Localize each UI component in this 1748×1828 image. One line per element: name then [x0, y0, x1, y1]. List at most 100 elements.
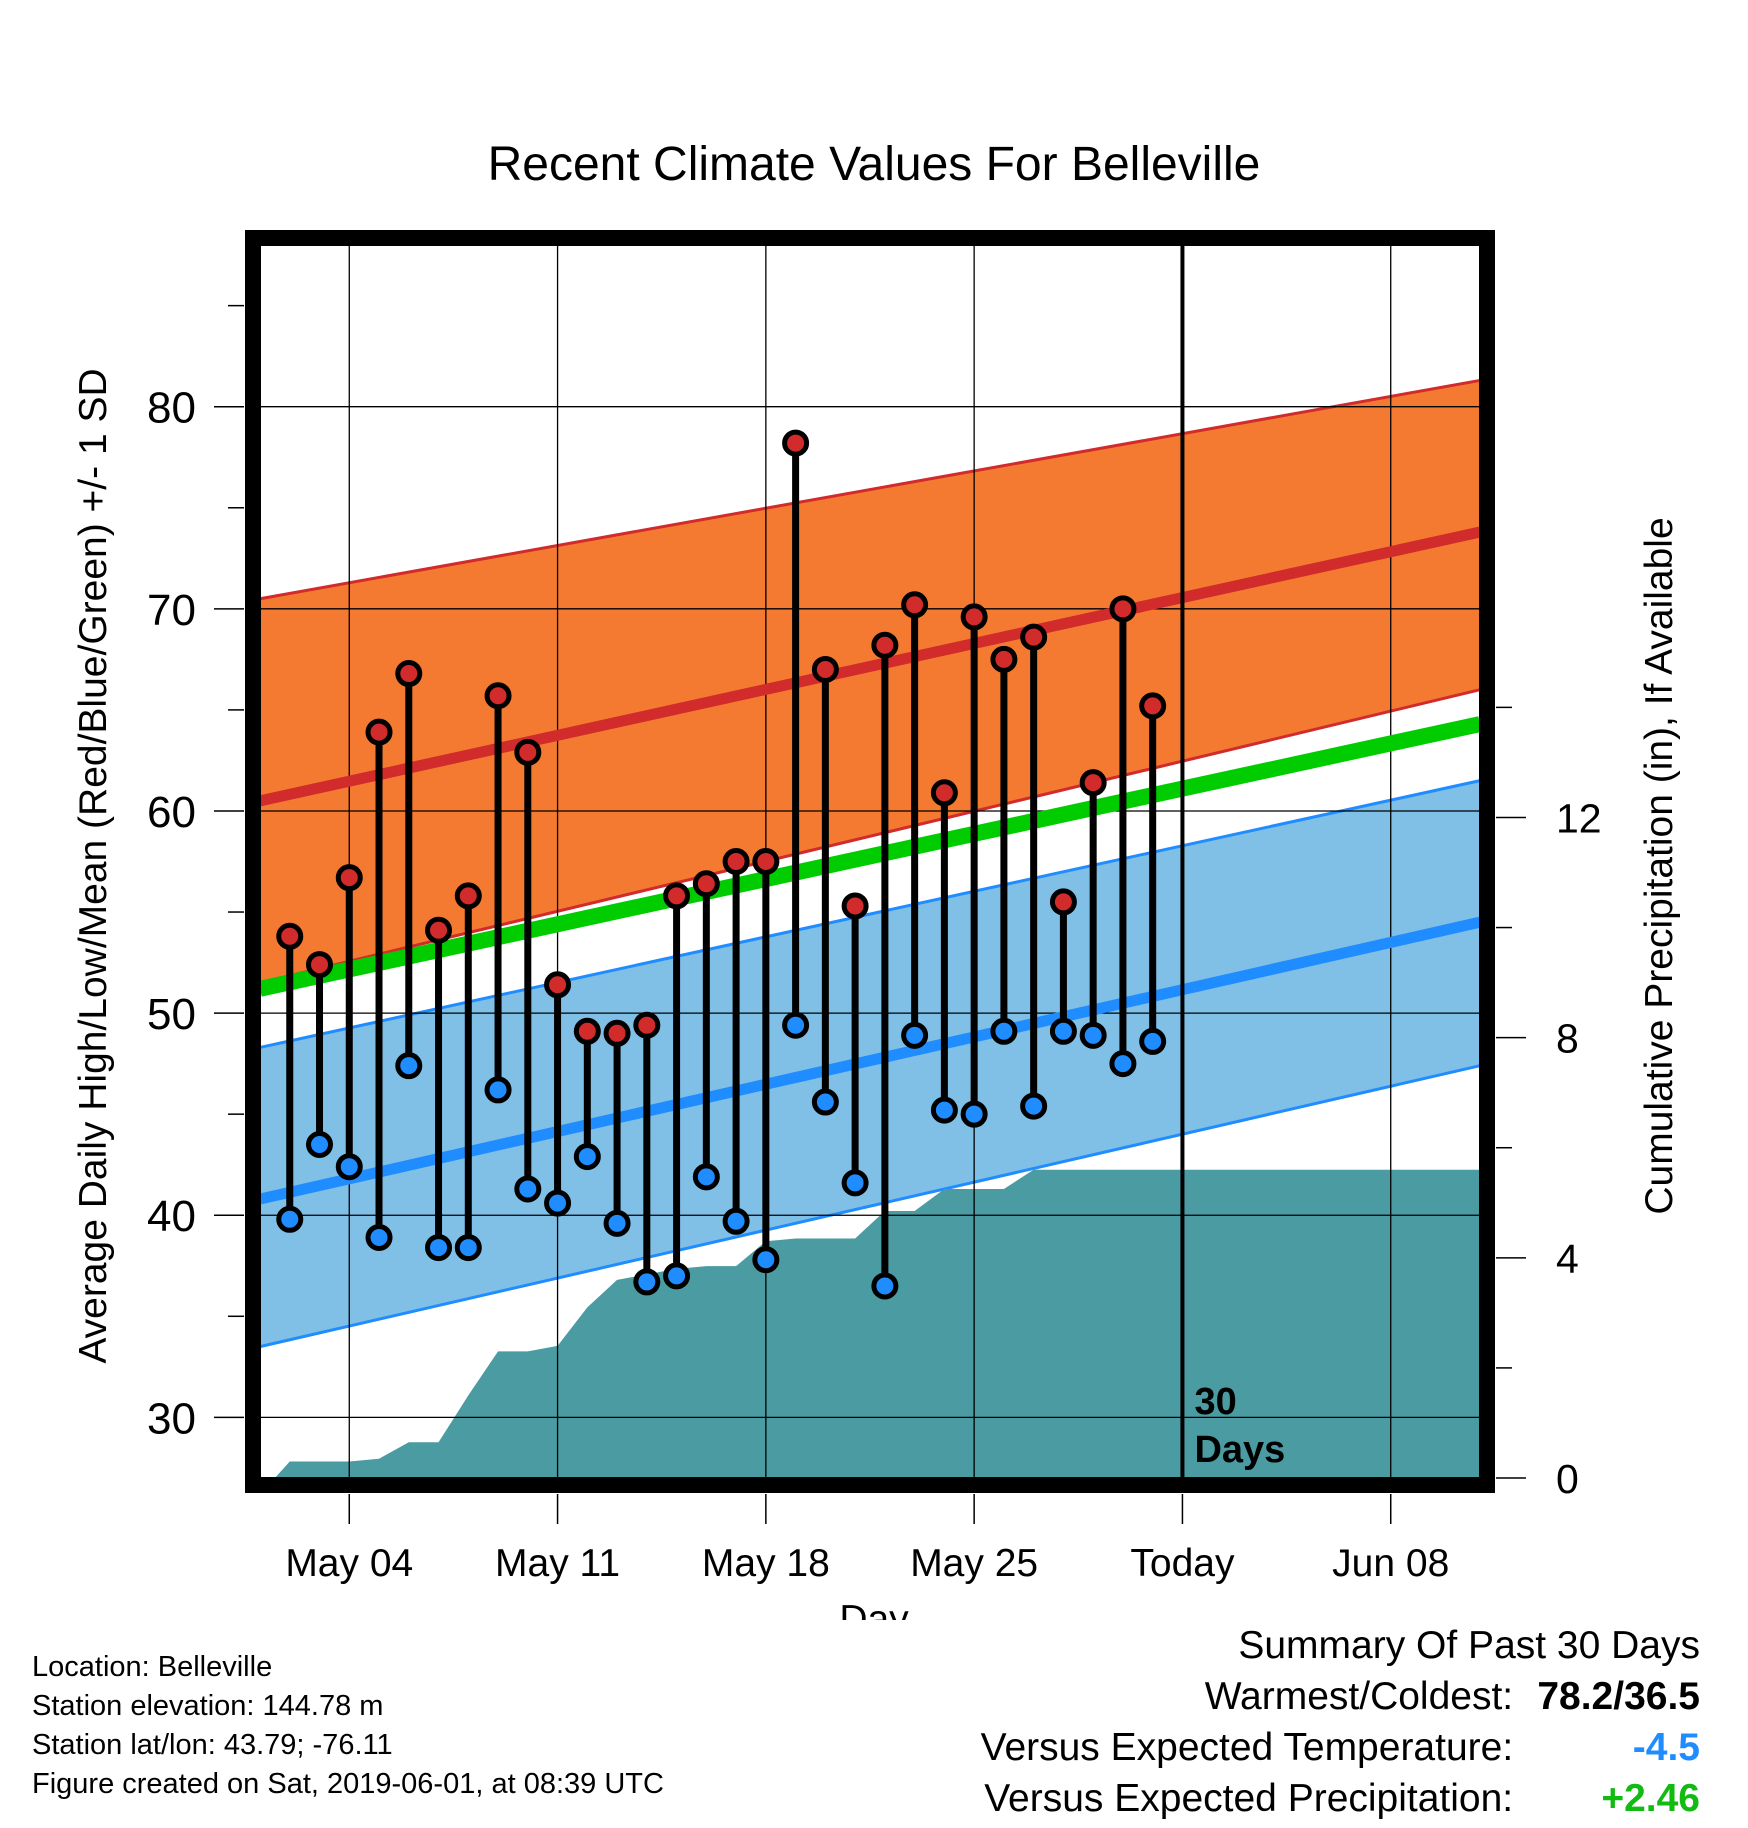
daily-low-point	[335, 1153, 363, 1181]
x-tick-label: May 04	[285, 1542, 413, 1585]
daily-low-point	[633, 1268, 661, 1296]
daily-high-point	[1109, 595, 1137, 623]
daily-high-point	[871, 631, 899, 659]
daily-high-point	[692, 870, 720, 898]
daily-low-point	[722, 1207, 750, 1235]
low-lower-line	[259, 1064, 1481, 1349]
summary-panel: Summary Of Past 30 Days Warmest/Coldest:…	[981, 1620, 1700, 1824]
daily-low-point	[365, 1223, 393, 1251]
x-tick-label: Jun 08	[1332, 1542, 1449, 1585]
y-tick-label: 80	[147, 384, 196, 433]
high-mean-line	[258, 526, 1482, 807]
chart-title: Recent Climate Values For Belleville	[488, 138, 1261, 191]
y-tick-label: 60	[147, 788, 196, 837]
daily-high-point	[306, 951, 334, 979]
x-tick-label: May 25	[910, 1542, 1038, 1585]
location-text: Location: Belleville	[32, 1651, 273, 1683]
y-tick-label: 50	[147, 990, 196, 1039]
daily-high-point	[901, 591, 929, 619]
daily-high-point	[722, 848, 750, 875]
precip-area	[274, 1169, 1480, 1478]
daily-low-point	[692, 1163, 720, 1191]
low-mean-line	[258, 916, 1482, 1205]
daily-high-point	[395, 660, 423, 688]
daily-low-point	[663, 1262, 691, 1290]
daily-low-point	[841, 1169, 869, 1197]
plot-frame	[245, 230, 1495, 1493]
daily-low-point	[1049, 1017, 1077, 1045]
daily-high-point	[782, 429, 810, 457]
daily-low-point	[871, 1272, 899, 1300]
x-tick-label: May 11	[495, 1542, 620, 1585]
daily-high-point	[1139, 692, 1167, 720]
daily-high-point	[663, 882, 691, 910]
temp-label: Versus Expected Temperature:	[980, 1726, 1514, 1769]
daily-high-point	[960, 603, 988, 631]
daily-low-point	[395, 1052, 423, 1080]
elevation-text: Station elevation: 144.78 m	[32, 1690, 384, 1722]
daily-low-point	[930, 1096, 958, 1124]
daily-high-point	[544, 971, 572, 999]
daily-low-point	[990, 1017, 1018, 1045]
daily-high-point	[990, 645, 1018, 673]
high-lower-line	[259, 688, 1481, 985]
daily-low-point	[425, 1234, 453, 1262]
daily-high-point	[1020, 623, 1048, 651]
y-tick-label: 70	[147, 586, 196, 635]
daily-low-point	[573, 1143, 601, 1171]
daily-high-point	[335, 864, 363, 892]
daily-high-point	[514, 738, 542, 766]
daily-low-point	[514, 1175, 542, 1203]
plot-area: 30 Days 30 40 50 60 70 80 0 4 8 12 May 04 May 11 May 1…	[147, 230, 1602, 1585]
daily-high-point	[365, 718, 393, 746]
daily-low-point	[276, 1205, 304, 1233]
daily-low-point	[603, 1209, 631, 1237]
daily-high-point	[573, 1017, 601, 1045]
y-tick-label: 40	[147, 1192, 196, 1241]
precip-label: Versus Expected Precipitation:	[984, 1777, 1514, 1820]
temp-row: Versus Expected Temperature: -4.5	[981, 1722, 1700, 1773]
warm-cold-label: Warmest/Coldest:	[1204, 1675, 1514, 1718]
x-tick-label: Today	[1130, 1542, 1235, 1585]
daily-low-point	[1109, 1050, 1137, 1078]
daily-low-point	[484, 1076, 512, 1104]
overall-mean-line	[258, 716, 1482, 997]
daily-low-point	[811, 1088, 839, 1116]
high-upper-line	[259, 378, 1481, 601]
daily-high-point	[841, 892, 869, 920]
daily-high-point	[930, 779, 958, 807]
daily-high-point	[276, 922, 304, 950]
daily-low-point	[752, 1246, 780, 1274]
warm-cold-row: Warmest/Coldest: 78.2/36.5	[981, 1671, 1700, 1722]
today-annotation: Days	[1194, 1429, 1285, 1471]
y-axis-label: Average Daily High/Low/Mean (Red/Blue/Gr…	[72, 368, 115, 1363]
climate-chart: Recent Climate Values For Belleville 30 D…	[72, 138, 1681, 1620]
daily-low-point	[782, 1011, 810, 1039]
y2-tick-label: 12	[1556, 795, 1602, 841]
x-tick-label: May 18	[702, 1542, 830, 1585]
temp-value: -4.5	[1632, 1726, 1700, 1769]
daily-low-point	[1079, 1021, 1107, 1049]
today-annotation: 30	[1194, 1381, 1236, 1423]
created-text: Figure created on Sat, 2019-06-01, at 08…	[32, 1768, 664, 1800]
daily-high-point	[752, 848, 780, 875]
daily-low-point	[1139, 1027, 1167, 1055]
high-normal-band	[260, 380, 1480, 983]
daily-high-point	[484, 682, 512, 710]
daily-low-point	[1020, 1092, 1048, 1120]
daily-low-point	[306, 1130, 334, 1158]
precip-value: +2.46	[1601, 1777, 1700, 1820]
station-info: Location: Belleville Station elevation: …	[32, 1648, 664, 1804]
daily-low-point	[901, 1021, 929, 1049]
latlon-text: Station lat/lon: 43.79; -76.11	[32, 1729, 393, 1761]
y2-axis-label: Cumulative Precipitation (in), If Availa…	[1638, 517, 1681, 1214]
daily-high-point	[454, 882, 482, 910]
daily-high-point	[633, 1011, 661, 1039]
y2-tick-label: 4	[1556, 1236, 1579, 1282]
daily-high-point	[1079, 769, 1107, 797]
daily-high-point	[1049, 888, 1077, 916]
daily-high-point	[425, 916, 453, 944]
low-upper-line	[259, 779, 1481, 1049]
y2-tick-label: 0	[1556, 1456, 1579, 1502]
daily-low-point	[544, 1189, 572, 1217]
